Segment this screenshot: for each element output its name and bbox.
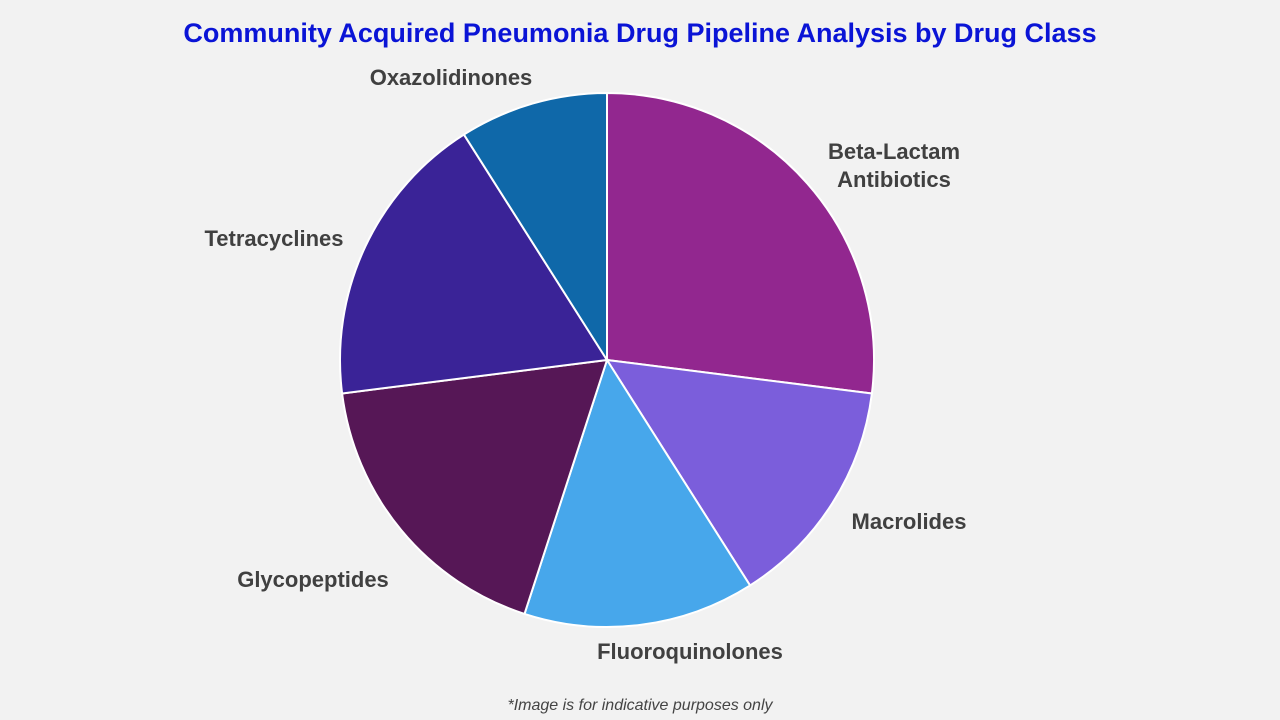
- footnote: *Image is for indicative purposes only: [507, 697, 773, 714]
- slice-label: Oxazolidinones: [370, 65, 533, 90]
- slice-label: Tetracyclines: [204, 226, 343, 251]
- slice-label: Glycopeptides: [237, 567, 389, 592]
- pie-slice-oxazolidinones: [462, 91, 608, 364]
- slice-label: Fluoroquinolones: [597, 639, 783, 664]
- slice-label: Macrolides: [852, 509, 967, 534]
- pie-slice-glycopeptides: [340, 358, 609, 616]
- pie-slice-tetracyclines: [339, 133, 609, 395]
- pie-slice-fluoroquinolones: [523, 357, 752, 628]
- chart-title: Community Acquired Pneumonia Drug Pipeli…: [183, 18, 1097, 48]
- pie-slice-beta-lactam-antibiotics: [606, 91, 875, 395]
- pie-slice-macrolides: [605, 358, 874, 587]
- slice-label: Beta-Lactam Antibiotics: [828, 139, 960, 192]
